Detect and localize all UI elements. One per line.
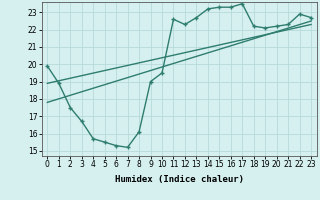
X-axis label: Humidex (Indice chaleur): Humidex (Indice chaleur) [115, 175, 244, 184]
